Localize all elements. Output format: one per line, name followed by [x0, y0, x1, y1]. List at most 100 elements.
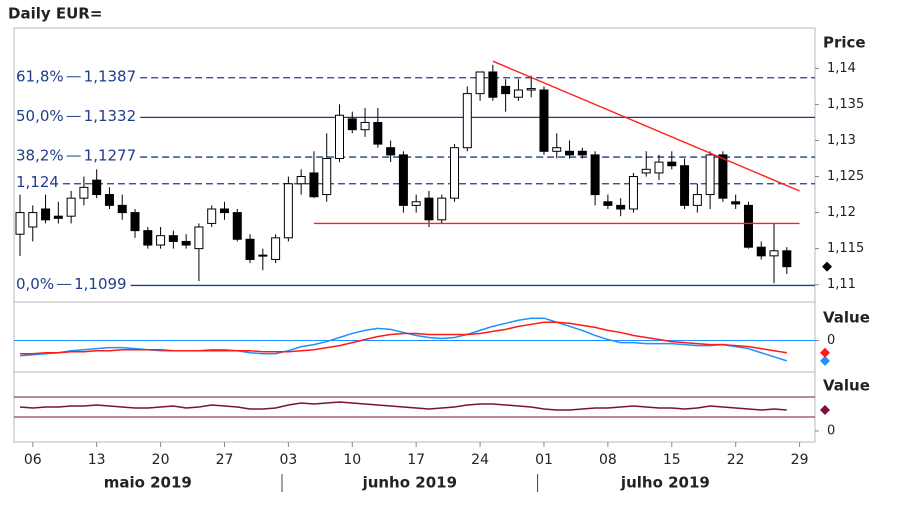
- candle-body: [309, 172, 319, 198]
- candle-body: [347, 118, 357, 131]
- candle-body: [258, 254, 268, 257]
- candle-body: [360, 121, 370, 131]
- candle-body: [692, 194, 702, 206]
- candle-body: [731, 201, 741, 205]
- candle-body: [437, 197, 447, 221]
- candle-body: [616, 204, 626, 210]
- x-tick-label: 17: [407, 452, 425, 468]
- y-axis-label: Price: [823, 34, 866, 52]
- indicator-line: [19, 317, 788, 362]
- x-tick-label: 29: [791, 452, 809, 468]
- candle-body: [424, 197, 434, 221]
- level-price-label: 1,1387: [84, 67, 137, 85]
- candle-body: [769, 250, 779, 257]
- x-tick-label: 22: [727, 452, 745, 468]
- y-axis-label: Value: [823, 309, 870, 327]
- y-tick-label: 1,14: [827, 61, 856, 76]
- candle-body: [245, 238, 255, 260]
- candle-body: [411, 201, 421, 206]
- candle-body: [450, 147, 460, 199]
- candle-body: [386, 147, 396, 156]
- x-tick-label: 24: [471, 452, 489, 468]
- candle-body: [398, 154, 408, 206]
- candle-body: [15, 212, 25, 235]
- candle-body: [219, 208, 229, 214]
- candle-body: [462, 93, 472, 149]
- level-label: 50,0%: [16, 107, 64, 125]
- candle-body: [335, 114, 344, 160]
- candle-body: [143, 230, 153, 246]
- candle-body: [526, 88, 536, 91]
- x-tick-label: 10: [343, 452, 361, 468]
- candle-body: [577, 150, 587, 156]
- month-label: maio 2019: [104, 474, 192, 492]
- x-tick-label: 13: [88, 452, 106, 468]
- candle-body: [66, 197, 76, 217]
- candle-body: [168, 235, 178, 242]
- y-tick-label: 1,12: [827, 205, 856, 220]
- candle-body: [53, 215, 63, 219]
- y-tick-label: 0: [827, 333, 835, 348]
- y-axis-label: Value: [823, 377, 870, 395]
- candle-body: [743, 204, 753, 248]
- candle-body: [117, 204, 127, 214]
- candle-body: [475, 71, 485, 95]
- candle-body: [667, 161, 677, 167]
- level-price-label: 1,1099: [74, 275, 127, 293]
- level-price-label: 1,1277: [84, 147, 137, 165]
- candle-body: [232, 212, 242, 240]
- y-tick-label: 1,11: [827, 277, 856, 292]
- level-price-label: 1,124: [16, 173, 59, 191]
- trend-line: [492, 60, 800, 192]
- level-label: 0,0%: [16, 275, 54, 293]
- candle-body: [628, 176, 638, 210]
- level-price-label: 1,1332: [84, 107, 137, 125]
- month-label: junho 2019: [362, 474, 457, 492]
- chart-title: Daily EUR=: [8, 5, 102, 23]
- indicator-line: [20, 321, 787, 355]
- x-tick-label: 15: [663, 452, 681, 468]
- candle-body: [782, 250, 792, 268]
- last-marker: [820, 355, 830, 366]
- candle-body: [271, 237, 281, 260]
- candle-body: [513, 89, 523, 98]
- candle-body: [283, 183, 293, 239]
- candle-body: [603, 201, 613, 206]
- month-label: julho 2019: [620, 474, 710, 492]
- last-marker: [820, 405, 830, 415]
- candle-body: [539, 89, 549, 152]
- candle-body: [501, 85, 511, 95]
- candle-body: [28, 212, 38, 228]
- y-tick-label: 1,125: [827, 169, 864, 184]
- indicator-line: [19, 401, 787, 411]
- candle-body: [641, 168, 651, 174]
- candle-body: [156, 235, 166, 246]
- y-tick-label: 1,13: [827, 133, 856, 148]
- candle-body: [552, 147, 562, 152]
- x-tick-label: 08: [599, 452, 617, 468]
- panel-frame: [13, 27, 816, 443]
- candle-body: [181, 240, 191, 246]
- candle-body: [104, 194, 114, 206]
- candle-body: [41, 208, 51, 221]
- candle-body: [296, 176, 306, 185]
- candle-body: [654, 161, 664, 174]
- candle-body: [79, 186, 89, 199]
- candle-body: [680, 165, 690, 206]
- candle-body: [718, 154, 728, 199]
- x-tick-label: 27: [216, 452, 234, 468]
- candle-body: [756, 246, 766, 257]
- candle-body: [488, 71, 498, 98]
- candle-body: [92, 179, 102, 196]
- candle-body: [322, 158, 332, 196]
- x-tick-label: 01: [535, 452, 553, 468]
- x-tick-label: 03: [279, 452, 297, 468]
- last-marker: [820, 347, 830, 358]
- candle-body: [207, 208, 217, 224]
- candle-body: [194, 226, 204, 250]
- candle-body: [565, 150, 575, 156]
- candle-body: [705, 154, 715, 196]
- level-label: 38,2%: [16, 147, 64, 165]
- candle-body: [373, 121, 383, 145]
